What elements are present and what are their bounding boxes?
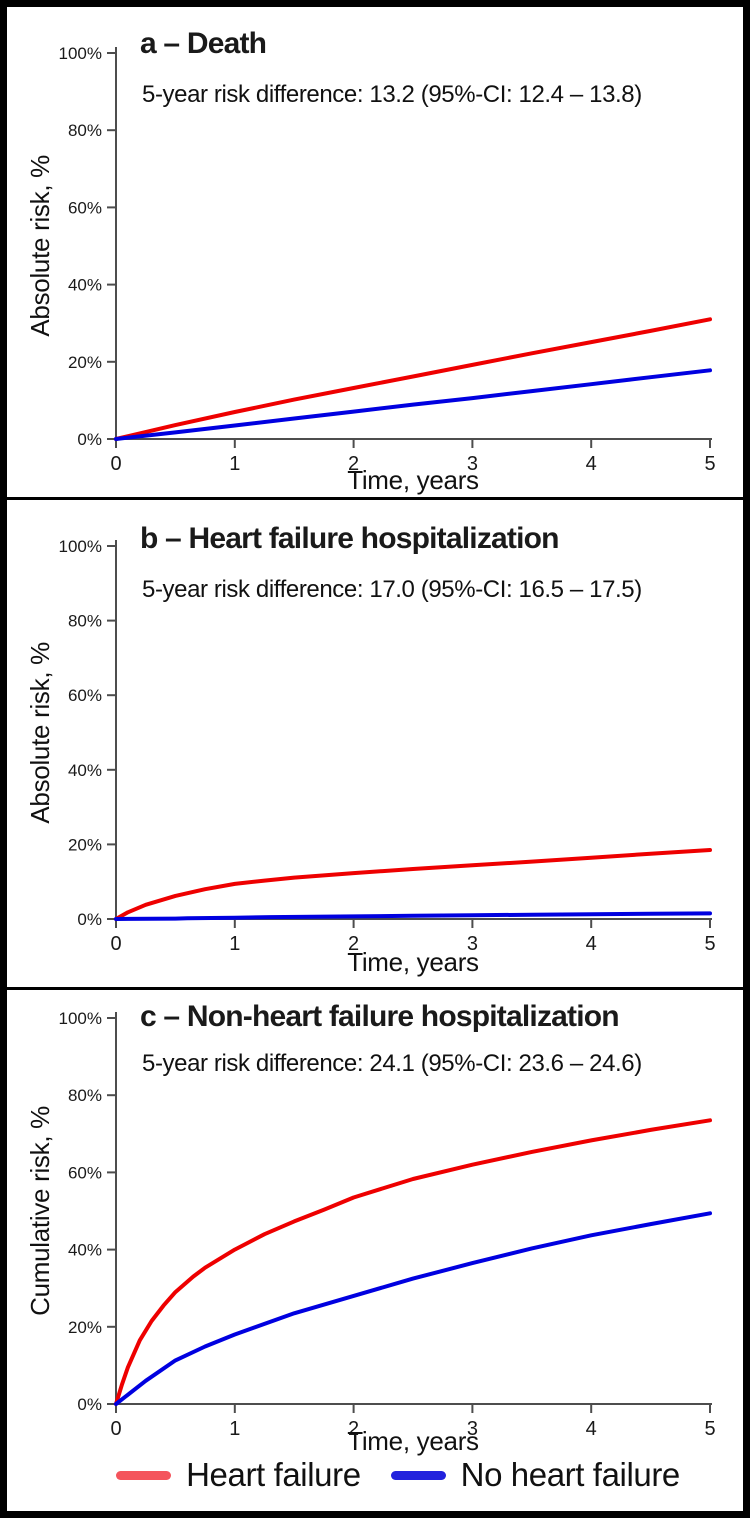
svg-text:20%: 20%	[68, 835, 102, 854]
svg-text:80%: 80%	[68, 612, 102, 631]
svg-text:100%: 100%	[59, 537, 102, 556]
hf-hospitalization-plot: 0% 20% 40% 60% 80% 100% 0 1 2 3 4 5	[59, 537, 716, 955]
svg-text:40%: 40%	[68, 276, 102, 295]
panel-c-x-axis-label: Time, years	[347, 1426, 479, 1456]
svg-text:2: 2	[348, 453, 359, 475]
svg-text:80%: 80%	[68, 121, 102, 140]
legend: Heart failure No heart failure	[7, 1456, 743, 1494]
svg-text:60%: 60%	[68, 198, 102, 217]
svg-text:0: 0	[110, 1418, 121, 1440]
panel-c-non-hf-hospitalization: 0% 20% 40% 60% 80% 100% 0 1 2 3 4 5 c – Non-heart f…	[7, 987, 743, 1511]
svg-text:80%: 80%	[68, 1086, 102, 1105]
svg-text:0%: 0%	[77, 430, 102, 449]
svg-text:40%: 40%	[68, 761, 102, 780]
death-plot: 0% 20% 40% 60% 80% 100% 0 1 2 3 4 5	[59, 44, 716, 475]
svg-text:5: 5	[704, 933, 715, 955]
svg-text:60%: 60%	[68, 1163, 102, 1182]
svg-text:0: 0	[110, 933, 121, 955]
svg-text:3: 3	[467, 933, 478, 955]
svg-text:100%: 100%	[59, 44, 102, 63]
svg-text:1: 1	[229, 453, 240, 475]
svg-text:60%: 60%	[68, 686, 102, 705]
non-hf-hospitalization-plot: 0% 20% 40% 60% 80% 100% 0 1 2 3 4 5	[59, 1009, 716, 1440]
svg-text:4: 4	[586, 933, 597, 955]
svg-text:3: 3	[467, 1418, 478, 1440]
panel-a-x-axis-label: Time, years	[347, 465, 479, 495]
heart-failure-line-swatch-icon	[116, 1470, 172, 1480]
panel-b-hf-hospitalization: 0% 20% 40% 60% 80% 100% 0 1 2 3 4 5 b – Heart failu…	[7, 497, 743, 987]
svg-text:2: 2	[348, 933, 359, 955]
panel-b-x-axis-label: Time, years	[347, 947, 479, 977]
panel-a-death: 0% 20% 40% 60% 80% 100% 0 1 2 3 4 5 a – Death 5-yea…	[7, 7, 743, 497]
panel-b-subtitle: 5-year risk difference: 17.0 (95%-CI: 16…	[142, 576, 642, 603]
svg-text:40%: 40%	[68, 1241, 102, 1260]
legend-label-heart-failure: Heart failure	[186, 1456, 361, 1493]
svg-text:0: 0	[110, 453, 121, 475]
svg-text:20%: 20%	[68, 1318, 102, 1337]
panel-c-y-axis-label: Cumulative risk, %	[24, 1106, 55, 1316]
legend-label-no-heart-failure: No heart failure	[460, 1456, 681, 1493]
legend-item-no-heart-failure: No heart failure	[390, 1456, 681, 1494]
svg-text:0%: 0%	[77, 1395, 102, 1414]
legend-item-heart-failure: Heart failure	[116, 1456, 361, 1494]
svg-text:100%: 100%	[59, 1009, 102, 1028]
svg-text:3: 3	[467, 453, 478, 475]
panel-c-title: c – Non-heart failure hospitalization	[140, 1000, 620, 1033]
svg-text:1: 1	[229, 1418, 240, 1440]
svg-text:20%: 20%	[68, 353, 102, 372]
panel-a-subtitle: 5-year risk difference: 13.2 (95%-CI: 12…	[142, 81, 642, 108]
svg-text:4: 4	[586, 1418, 597, 1440]
panel-b-y-axis-label: Absolute risk, %	[24, 641, 55, 824]
panel-a-title: a – Death	[140, 27, 267, 60]
svg-text:2: 2	[348, 1418, 359, 1440]
panel-a-y-axis-label: Absolute risk, %	[24, 155, 55, 337]
svg-text:5: 5	[704, 453, 715, 475]
no-heart-failure-line-swatch-icon	[390, 1470, 446, 1480]
panel-b-title: b – Heart failure hospitalization	[140, 522, 559, 555]
panel-c-subtitle: 5-year risk difference: 24.1 (95%-CI: 23…	[142, 1050, 642, 1077]
svg-text:1: 1	[229, 933, 240, 955]
svg-text:5: 5	[704, 1418, 715, 1440]
svg-text:0%: 0%	[77, 910, 102, 929]
svg-text:4: 4	[586, 453, 597, 475]
